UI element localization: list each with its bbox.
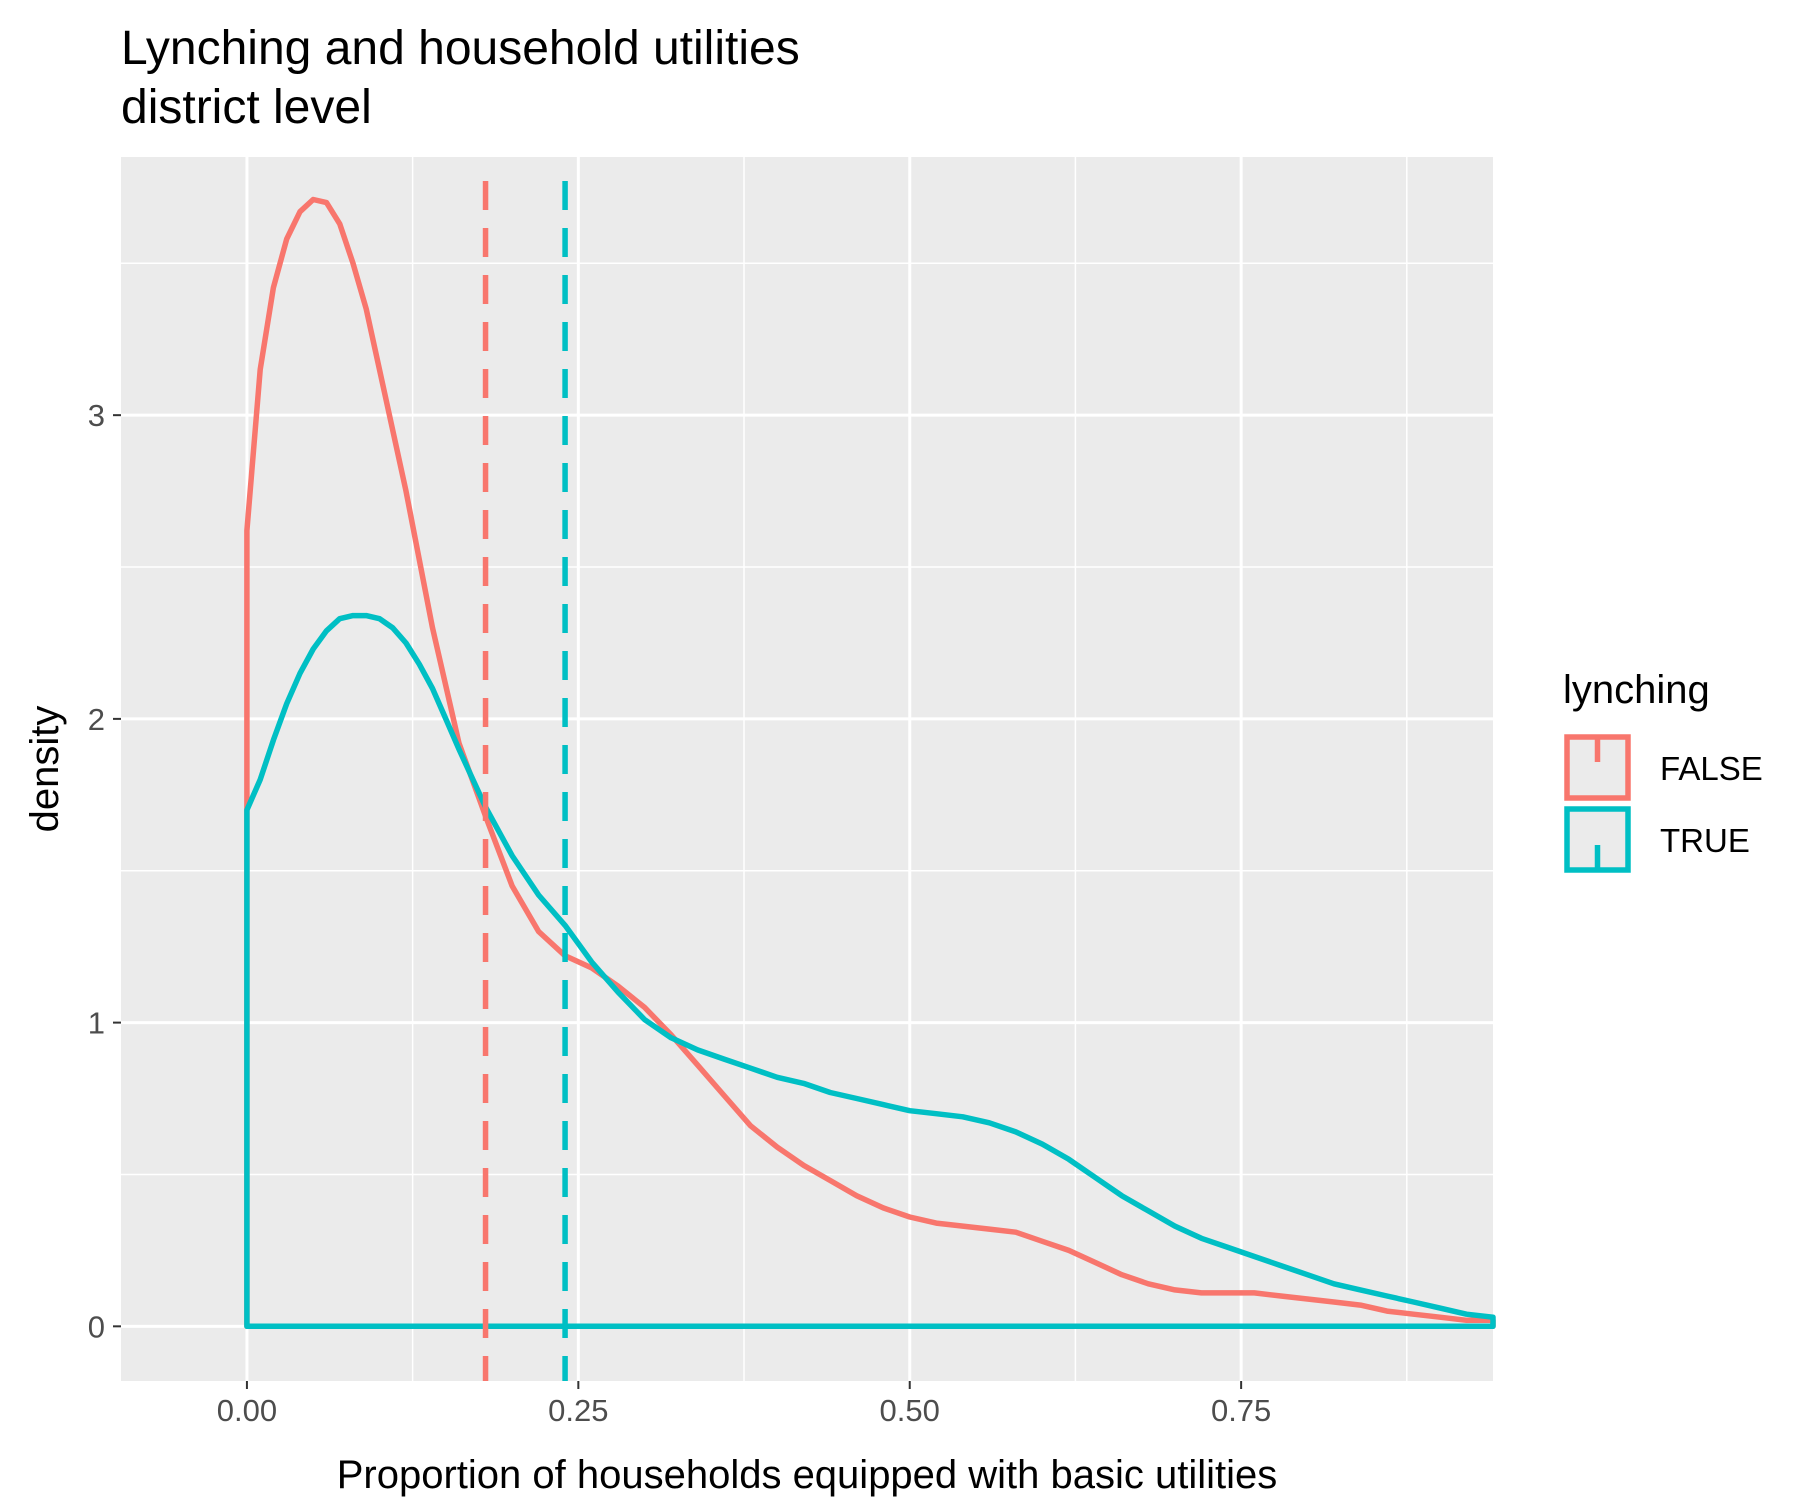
plot-panel	[121, 157, 1493, 1381]
x-tick-label: 0.25	[548, 1393, 608, 1428]
chart-subtitle: district level	[121, 81, 372, 134]
y-tick-label: 0	[88, 1309, 105, 1344]
density-curve-true	[244, 612, 1496, 1330]
x-axis-title: Proportion of households equipped with b…	[337, 1453, 1278, 1497]
y-tick-label: 2	[88, 702, 105, 737]
legend-title: lynching	[1563, 668, 1710, 712]
series-layer	[244, 196, 1496, 1330]
legend: FALSE TRUE	[1564, 734, 1763, 873]
x-tick-label: 0.00	[217, 1393, 277, 1428]
legend-label-true: TRUE	[1660, 822, 1750, 859]
x-tick-label: 0.75	[1211, 1393, 1271, 1428]
y-axis: 0 1 2 3	[88, 398, 121, 1344]
y-tick-label: 1	[88, 1006, 105, 1041]
chart-title: Lynching and household utilities	[121, 22, 800, 75]
density-curve-false	[244, 196, 1496, 1330]
x-tick-label: 0.50	[880, 1393, 940, 1428]
y-axis-title: density	[23, 706, 67, 833]
y-tick-label: 3	[88, 398, 105, 433]
mean-layer	[482, 181, 568, 1381]
x-axis: 0.00 0.25 0.50 0.75	[217, 1381, 1271, 1428]
legend-label-false: FALSE	[1660, 750, 1763, 787]
grid-minor	[121, 157, 1493, 1381]
